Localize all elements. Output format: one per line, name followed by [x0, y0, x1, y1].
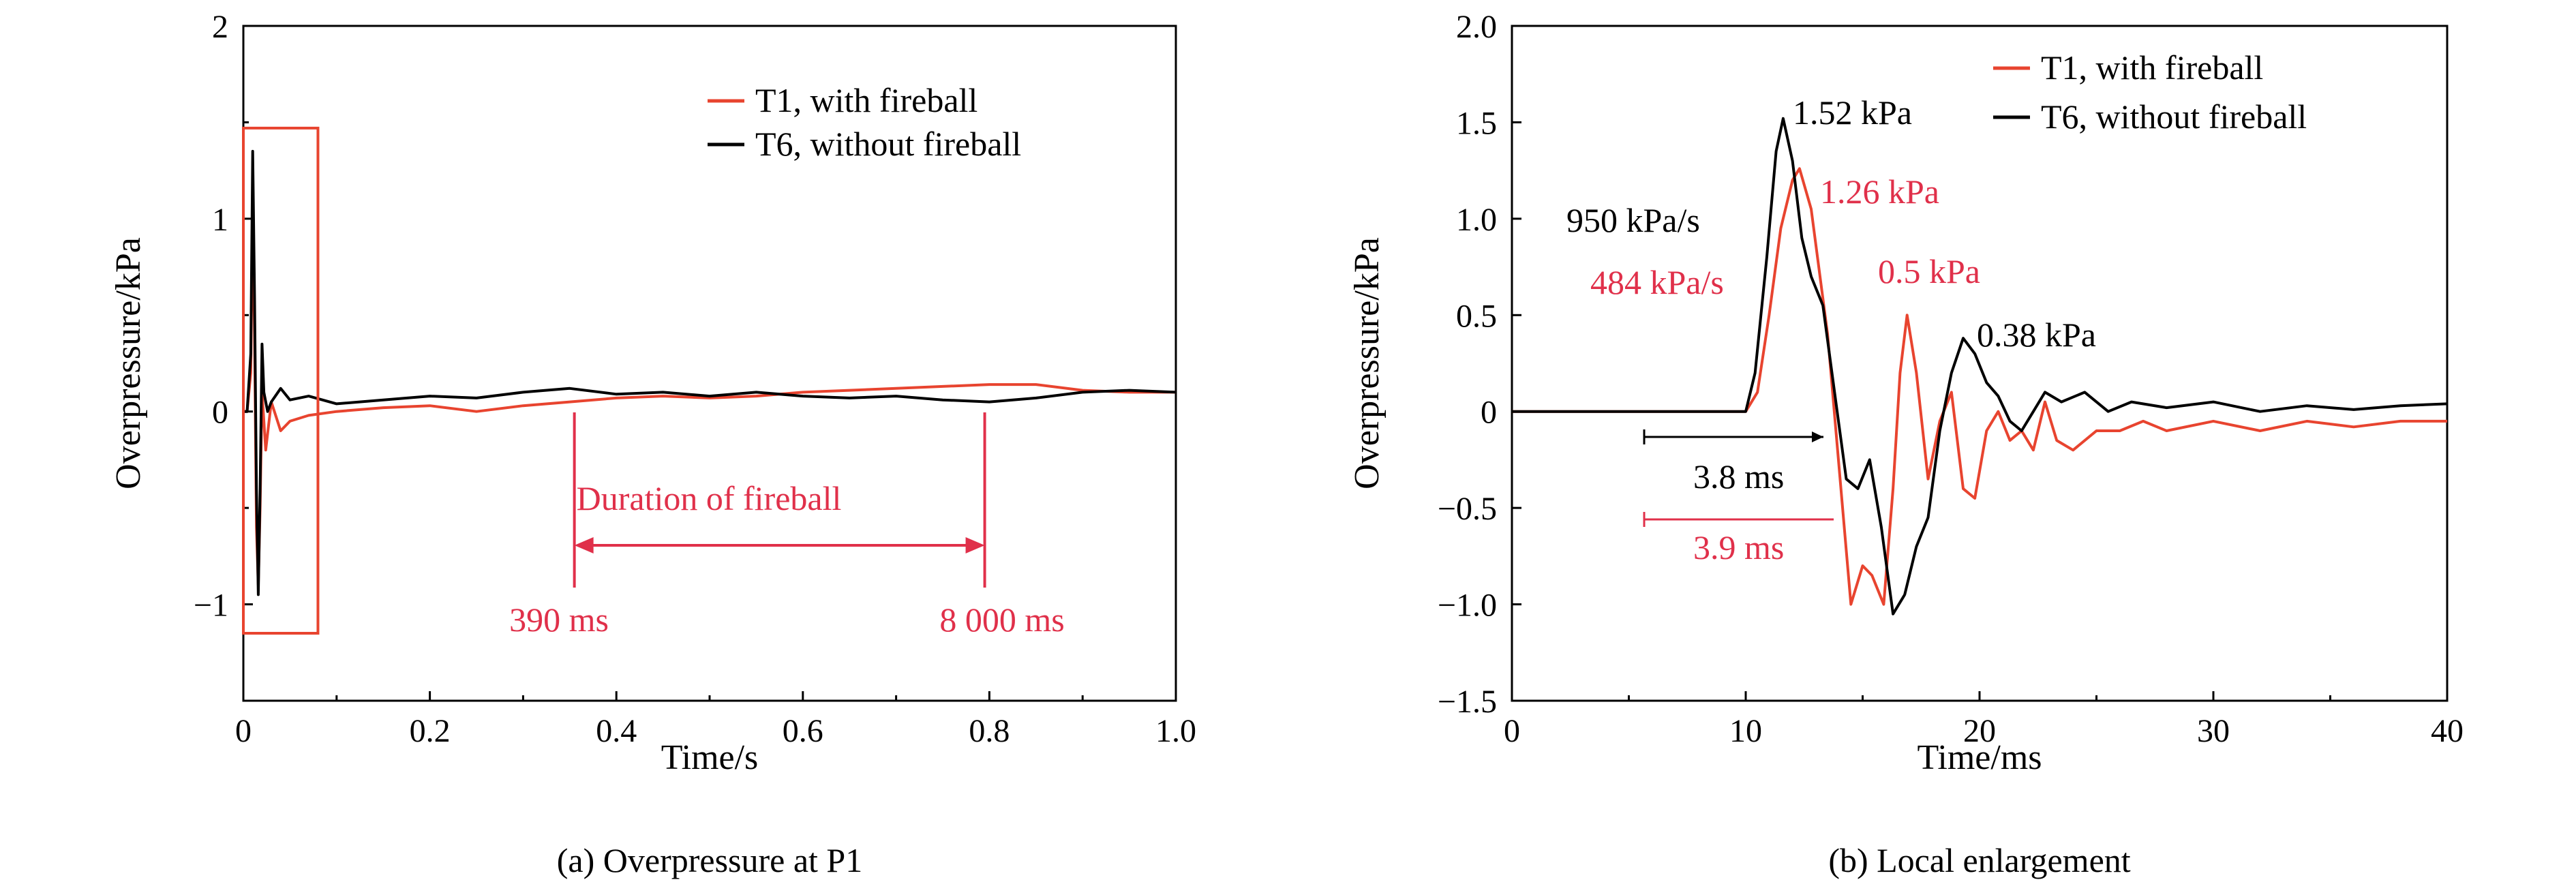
series-group-a: [243, 149, 1177, 596]
x-tick-label: 0.4: [596, 713, 637, 749]
second-peak-t6-label: 0.38 kPa: [1977, 316, 2096, 354]
y-tick-label: 0: [212, 395, 228, 431]
legend-b: T1, with fireball T6, without fireball: [1993, 48, 2307, 136]
series-line-t6: [1512, 117, 2448, 616]
y-tick-label: 0: [1481, 395, 1497, 431]
x-tick-label: 0: [1504, 713, 1520, 749]
second-peak-t1-label: 0.5 kPa: [1878, 252, 1980, 290]
y-tick-label: 1: [212, 202, 228, 238]
arrow-head-right: [965, 537, 985, 553]
plot-frame-a: [242, 25, 1177, 702]
y-tick-label: −1: [194, 588, 228, 624]
y-tick-label: 2: [212, 9, 228, 45]
x-tick-label: 0.6: [783, 713, 823, 749]
tick-labels-a: 0 0.2 0.4 0.6 0.8 1.0 −1 0 1 2: [194, 9, 1196, 749]
y-axis-title-b: Overpressure/kPa: [1348, 237, 1387, 489]
peak-t6-label: 1.52 kPa: [1793, 93, 1912, 132]
x-tick-label: 0.8: [969, 713, 1010, 749]
x-tick-label: 20: [1963, 713, 1996, 749]
rise-t6-arrowhead: [1812, 431, 1823, 442]
x-tick-label: 10: [1729, 713, 1762, 749]
legend-label-t1-a: T1, with fireball: [755, 81, 978, 119]
zoom-region-box: [242, 126, 320, 635]
y-tick-label: −1.0: [1438, 588, 1497, 624]
y-axis-title-a: Overpressure/kPa: [109, 237, 148, 489]
duration-label: Duration of fireball: [577, 479, 842, 517]
series-line-t1: [1512, 167, 2447, 606]
duration-annotation: Duration of fireball 390 ms 8 000 ms: [509, 412, 1065, 639]
rate-t1-label: 484 kPa/s: [1590, 263, 1724, 301]
arrow-head-left: [574, 537, 594, 553]
series-group-b: [1512, 117, 2448, 616]
rise-t1-label: 3.9 ms: [1693, 528, 1784, 566]
legend-label-t6-a: T6, without fireball: [755, 125, 1021, 163]
legend-label-t6-b: T6, without fireball: [2041, 97, 2307, 136]
duration-end-label: 8 000 ms: [939, 601, 1064, 639]
y-tick-label: −1.5: [1438, 684, 1497, 720]
x-axis-title-a: Time/s: [661, 738, 759, 777]
peak-t1-label: 1.26 kPa: [1820, 172, 1939, 211]
x-tick-label: 30: [2197, 713, 2230, 749]
x-tick-label: 1.0: [1155, 713, 1196, 749]
axis-ticks-a: [242, 25, 1177, 701]
y-tick-label: 1.0: [1456, 202, 1497, 238]
series-line-t1: [243, 198, 1176, 587]
duration-start-label: 390 ms: [509, 601, 609, 639]
y-tick-label: 1.5: [1456, 105, 1497, 141]
x-tick-label: 0.2: [410, 713, 451, 749]
y-tick-label: 2.0: [1456, 9, 1497, 45]
caption-a: (a) Overpressure at P1: [557, 841, 862, 879]
legend-a: T1, with fireball T6, without fireball: [708, 81, 1021, 163]
series-line-t6: [243, 149, 1177, 596]
caption-b: (b) Local enlargement: [1828, 841, 2130, 879]
x-tick-label: 0: [235, 713, 252, 749]
rise-t6-label: 3.8 ms: [1693, 457, 1784, 496]
legend-label-t1-b: T1, with fireball: [2041, 48, 2263, 87]
chart-panel-b: 0 10 20 30 40 −1.5 −1.0 −0.5 0 0.5 1.0 1.5 2.0 Time/…: [1348, 9, 2464, 879]
tick-labels-b: 0 10 20 30 40 −1.5 −1.0 −0.5 0 0.5 1.0 1.5 2.0: [1438, 9, 2464, 749]
chart-panel-a: 0 0.2 0.4 0.6 0.8 1.0 −1 0 1 2 Time/s Overpressur…: [109, 9, 1196, 879]
x-axis-title-b: Time/ms: [1917, 738, 2042, 777]
x-tick-label: 40: [2431, 713, 2464, 749]
rate-t6-label: 950 kPa/s: [1566, 201, 1700, 239]
y-tick-label: 0.5: [1456, 298, 1497, 334]
rise-time-annotation: 3.8 ms 3.9 ms: [1643, 429, 1834, 566]
y-tick-label: −0.5: [1438, 491, 1497, 527]
